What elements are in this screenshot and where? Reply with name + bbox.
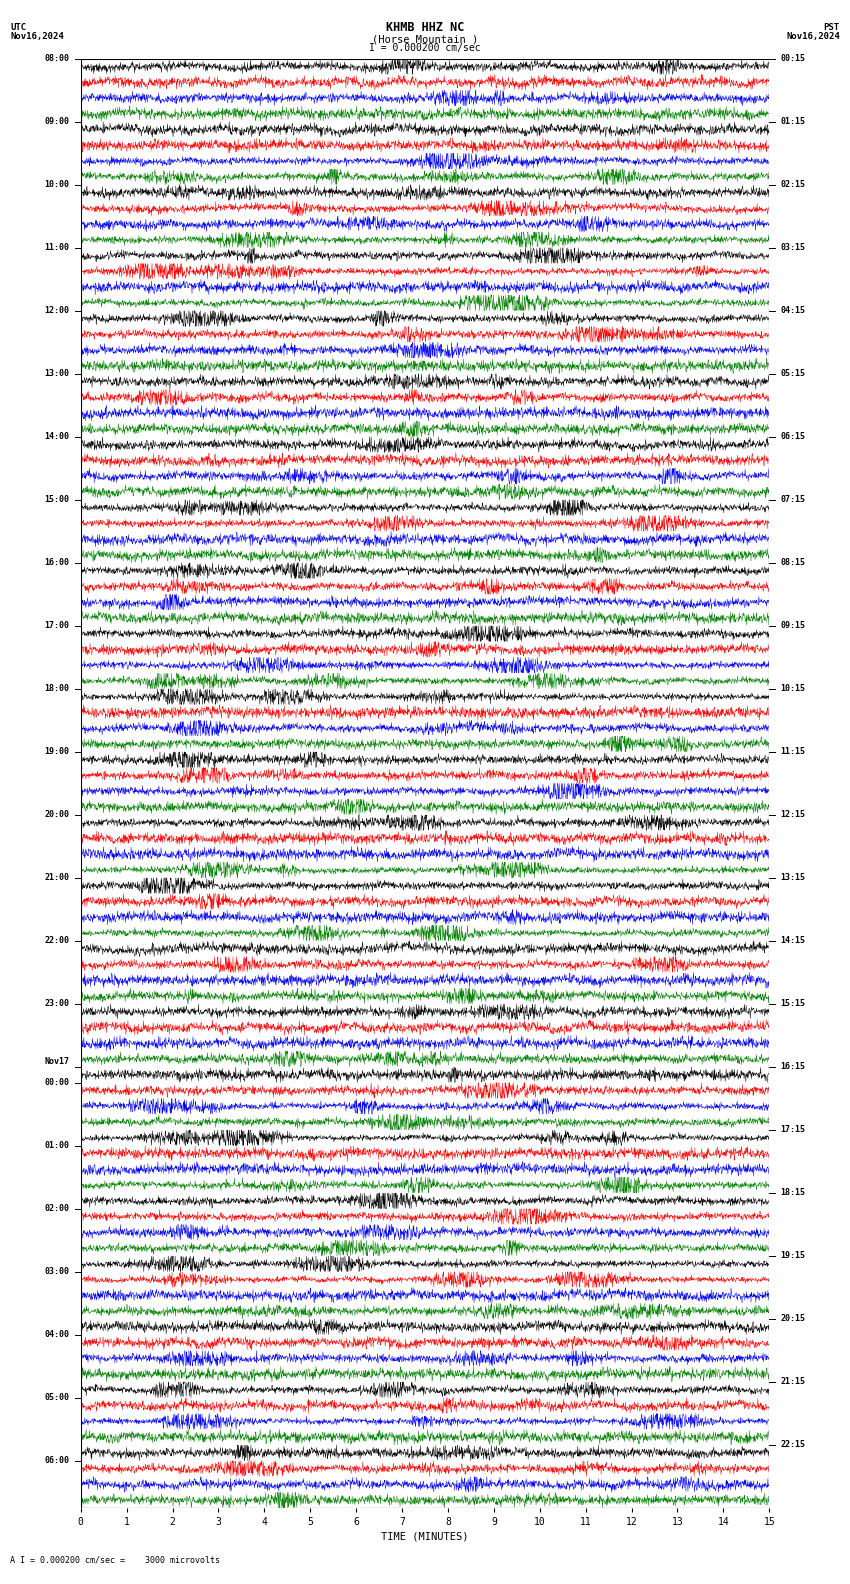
Text: 04:00: 04:00	[44, 1331, 70, 1338]
Text: 11:15: 11:15	[780, 748, 806, 756]
Text: 08:00: 08:00	[44, 54, 70, 63]
Text: 15:15: 15:15	[780, 1000, 806, 1009]
Text: 17:15: 17:15	[780, 1125, 806, 1134]
Text: 14:15: 14:15	[780, 936, 806, 946]
Text: 22:00: 22:00	[44, 936, 70, 946]
Text: 00:15: 00:15	[780, 54, 806, 63]
Text: Nov16,2024: Nov16,2024	[10, 32, 64, 41]
Text: 13:00: 13:00	[44, 369, 70, 379]
Text: 12:15: 12:15	[780, 811, 806, 819]
Text: 02:00: 02:00	[44, 1204, 70, 1213]
Text: Nov17: Nov17	[44, 1057, 70, 1066]
Text: 16:00: 16:00	[44, 558, 70, 567]
Text: 05:00: 05:00	[44, 1394, 70, 1402]
Text: 03:00: 03:00	[44, 1267, 70, 1277]
Text: 01:00: 01:00	[44, 1140, 70, 1150]
Text: 03:15: 03:15	[780, 244, 806, 252]
Text: 08:15: 08:15	[780, 558, 806, 567]
Text: 23:00: 23:00	[44, 1000, 70, 1009]
Text: Nov16,2024: Nov16,2024	[786, 32, 840, 41]
Text: 19:15: 19:15	[780, 1251, 806, 1261]
Text: 21:00: 21:00	[44, 873, 70, 882]
Text: 20:15: 20:15	[780, 1315, 806, 1323]
Text: 22:15: 22:15	[780, 1440, 806, 1449]
Text: 11:00: 11:00	[44, 244, 70, 252]
Text: 21:15: 21:15	[780, 1378, 806, 1386]
Text: 09:00: 09:00	[44, 117, 70, 127]
Text: (Horse Mountain ): (Horse Mountain )	[371, 35, 478, 44]
Text: 02:15: 02:15	[780, 181, 806, 188]
Text: 06:15: 06:15	[780, 432, 806, 442]
Text: I = 0.000200 cm/sec: I = 0.000200 cm/sec	[369, 43, 481, 52]
Text: 10:15: 10:15	[780, 684, 806, 694]
Text: 07:15: 07:15	[780, 496, 806, 504]
Text: 10:00: 10:00	[44, 181, 70, 188]
Text: 19:00: 19:00	[44, 748, 70, 756]
Text: 18:00: 18:00	[44, 684, 70, 694]
Text: UTC: UTC	[10, 22, 26, 32]
Text: 04:15: 04:15	[780, 306, 806, 315]
Text: 06:00: 06:00	[44, 1456, 70, 1465]
Text: 01:15: 01:15	[780, 117, 806, 127]
Text: 20:00: 20:00	[44, 811, 70, 819]
Text: 12:00: 12:00	[44, 306, 70, 315]
Text: 13:15: 13:15	[780, 873, 806, 882]
Text: 15:00: 15:00	[44, 496, 70, 504]
Text: 00:00: 00:00	[44, 1079, 70, 1087]
Text: 05:15: 05:15	[780, 369, 806, 379]
X-axis label: TIME (MINUTES): TIME (MINUTES)	[382, 1532, 468, 1541]
Text: KHMB HHZ NC: KHMB HHZ NC	[386, 21, 464, 33]
Text: 14:00: 14:00	[44, 432, 70, 442]
Text: 18:15: 18:15	[780, 1188, 806, 1198]
Text: 17:00: 17:00	[44, 621, 70, 630]
Text: 16:15: 16:15	[780, 1063, 806, 1071]
Text: PST: PST	[824, 22, 840, 32]
Text: A I = 0.000200 cm/sec =    3000 microvolts: A I = 0.000200 cm/sec = 3000 microvolts	[10, 1555, 220, 1565]
Text: 09:15: 09:15	[780, 621, 806, 630]
